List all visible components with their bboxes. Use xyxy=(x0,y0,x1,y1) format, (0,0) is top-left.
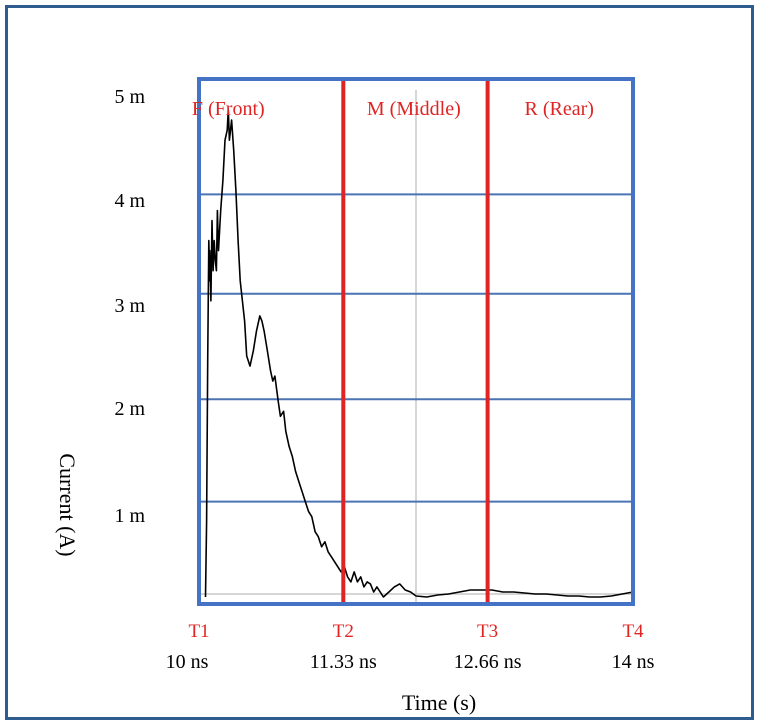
x-tick-label: 11.33 ns xyxy=(310,651,377,673)
y-tick-label: 3 m xyxy=(114,295,145,317)
x-tick-label: 14 ns xyxy=(612,651,655,673)
x-axis-label: Time (s) xyxy=(402,690,476,715)
region-label: R (Rear) xyxy=(525,98,594,120)
marker-name-t1: T1 xyxy=(188,621,209,642)
region-label: M (Middle) xyxy=(367,98,461,120)
y-tick-label: 1 m xyxy=(114,505,145,527)
region-labels: F (Front) M (Middle) R (Rear) xyxy=(192,98,594,120)
y-tick-label: 2 m xyxy=(114,398,145,420)
x-axis-ticks: T1 10 ns T2 11.33 ns T3 12.66 ns T4 14 ns xyxy=(166,621,655,673)
trace-layer xyxy=(204,109,634,598)
y-axis-label: Current (A) xyxy=(55,453,80,556)
x-tick-label: 10 ns xyxy=(166,651,209,673)
y-axis-ticks: 1 m 2 m 3 m 4 m 5 m xyxy=(114,86,145,527)
region-label: F (Front) xyxy=(192,98,265,120)
gridlines xyxy=(199,90,633,602)
x-tick-label: 12.66 ns xyxy=(454,651,522,673)
marker-name-t2: T2 xyxy=(333,621,354,642)
plot-area-border xyxy=(197,77,635,606)
marker-name-t3: T3 xyxy=(477,621,498,642)
current-trace xyxy=(204,109,634,598)
y-tick-label: 5 m xyxy=(114,86,145,108)
marker-name-t4: T4 xyxy=(622,621,644,642)
figure-frame xyxy=(5,5,754,720)
y-tick-label: 4 m xyxy=(114,190,145,212)
